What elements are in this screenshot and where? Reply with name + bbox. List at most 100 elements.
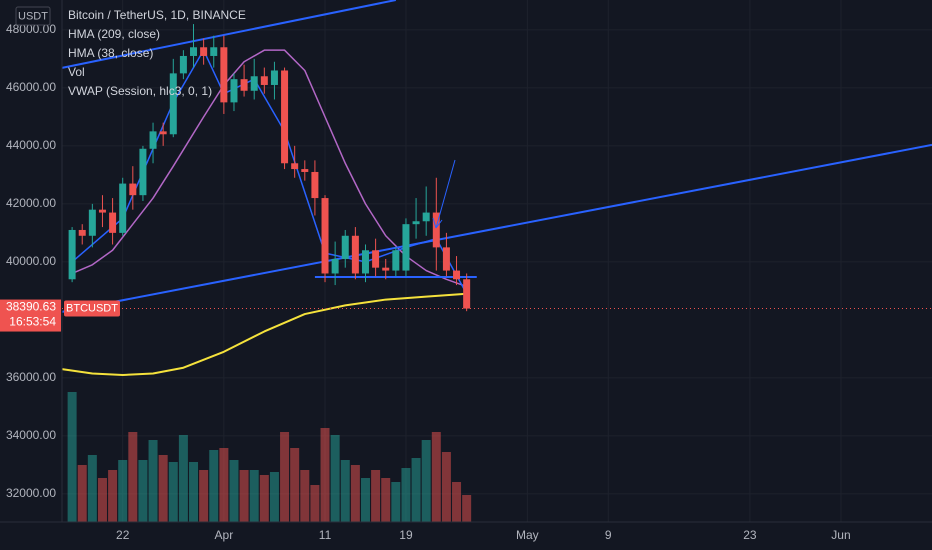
x-tick-label: Jun bbox=[831, 528, 850, 542]
candle-body bbox=[98, 209, 106, 213]
volume-bar bbox=[77, 465, 87, 522]
volume-bar bbox=[421, 440, 431, 522]
volume-bar bbox=[320, 428, 330, 522]
volume-bar bbox=[280, 432, 290, 522]
volume-bar bbox=[148, 440, 158, 522]
x-tick-label: May bbox=[516, 528, 539, 542]
volume-bar bbox=[168, 462, 178, 522]
symbol-label-box bbox=[64, 300, 120, 317]
candle-body bbox=[149, 131, 157, 149]
candle-body bbox=[260, 76, 268, 85]
volume-bar bbox=[239, 470, 249, 522]
candle-body bbox=[453, 270, 461, 280]
y-tick-label: 40000.00 bbox=[6, 254, 56, 268]
candle-body bbox=[190, 47, 198, 56]
candle-body bbox=[361, 250, 369, 274]
candle-body bbox=[281, 70, 289, 164]
volume-bar bbox=[229, 460, 239, 522]
candle-body bbox=[119, 183, 127, 233]
x-tick-label: 11 bbox=[319, 528, 332, 542]
volume-bar bbox=[391, 482, 401, 522]
indicator-line bbox=[61, 292, 467, 376]
trend-line bbox=[61, 0, 397, 69]
volume-bar bbox=[411, 458, 421, 522]
x-tick-label: 23 bbox=[743, 528, 757, 542]
volume-bar bbox=[259, 475, 269, 522]
candle-body bbox=[109, 212, 117, 233]
x-tick-label: 22 bbox=[116, 528, 130, 542]
candle-body bbox=[291, 163, 299, 170]
trend-line bbox=[61, 143, 932, 313]
volume-bar bbox=[199, 470, 209, 522]
volume-bar bbox=[269, 472, 279, 522]
volume-bar bbox=[401, 468, 411, 522]
y-tick-label: 44000.00 bbox=[6, 138, 56, 152]
volume-bar bbox=[118, 460, 128, 522]
candle-body bbox=[442, 247, 450, 271]
candle-body bbox=[200, 47, 208, 56]
candle-body bbox=[129, 183, 137, 196]
volume-bar bbox=[381, 478, 391, 522]
candle-body bbox=[341, 235, 349, 259]
candle-body bbox=[88, 209, 96, 236]
legend-item: HMA (38, close) bbox=[68, 46, 153, 60]
candle-body bbox=[68, 229, 76, 280]
volume-bar bbox=[189, 462, 199, 522]
candle-body bbox=[432, 212, 440, 248]
candle-body bbox=[169, 73, 177, 135]
y-tick-label: 36000.00 bbox=[6, 370, 56, 384]
x-tick-label: Apr bbox=[215, 528, 234, 542]
candle-body bbox=[382, 267, 390, 271]
volume-pane bbox=[67, 392, 472, 522]
volume-bar bbox=[360, 478, 370, 522]
candle-body bbox=[210, 47, 218, 56]
volume-bar bbox=[330, 435, 340, 522]
price-label: 38390.63 bbox=[6, 300, 56, 314]
candle-body bbox=[220, 47, 228, 103]
volume-bar bbox=[97, 478, 107, 522]
volume-bar bbox=[128, 432, 138, 522]
y-tick-label: 34000.00 bbox=[6, 428, 56, 442]
candle-body bbox=[301, 169, 309, 172]
candle-body bbox=[179, 55, 187, 74]
volume-bar bbox=[219, 448, 229, 522]
candles bbox=[68, 24, 471, 312]
chart-title: Bitcoin / TetherUS, 1D, BINANCE bbox=[68, 8, 246, 22]
volume-bar bbox=[310, 485, 320, 522]
candle-body bbox=[392, 250, 400, 271]
x-tick-label: 19 bbox=[399, 528, 413, 542]
volume-bar bbox=[290, 448, 300, 522]
volume-bar bbox=[340, 460, 350, 522]
candle-body bbox=[139, 148, 147, 196]
indicator-line bbox=[71, 49, 468, 295]
axes: 48000.00 46000.00 44000.00 42000.00 40000.00… bbox=[6, 22, 851, 542]
legend-item: Vol bbox=[68, 65, 85, 79]
volume-bar bbox=[138, 460, 148, 522]
legend: HMA (209, close) HMA (38, close) Vol VWAP (… bbox=[68, 27, 212, 98]
candle-body bbox=[311, 171, 319, 199]
volume-bar bbox=[209, 450, 219, 522]
y-tick-label: 32000.00 bbox=[6, 486, 56, 500]
candle-body bbox=[230, 79, 238, 103]
currency-box bbox=[15, 6, 51, 26]
volume-bar bbox=[108, 470, 118, 522]
volume-bar bbox=[300, 470, 310, 522]
symbol-label: BTCUSDT bbox=[66, 302, 118, 314]
candle-body bbox=[463, 279, 471, 309]
volume-bar bbox=[350, 465, 360, 522]
volume-bar bbox=[67, 392, 77, 522]
y-tick-label: 46000.00 bbox=[6, 80, 56, 94]
price-label-box bbox=[0, 299, 61, 332]
candle-body bbox=[331, 258, 339, 274]
volume-bar bbox=[249, 470, 259, 522]
candle-body bbox=[372, 250, 380, 268]
candle-body bbox=[412, 221, 420, 225]
volume-bar bbox=[87, 455, 97, 522]
candle-body bbox=[240, 79, 248, 91]
volume-bar bbox=[431, 432, 441, 522]
volume-bar bbox=[452, 482, 462, 522]
volume-bar bbox=[371, 470, 381, 522]
candle-body bbox=[270, 70, 278, 85]
legend-item: HMA (209, close) bbox=[68, 27, 160, 41]
